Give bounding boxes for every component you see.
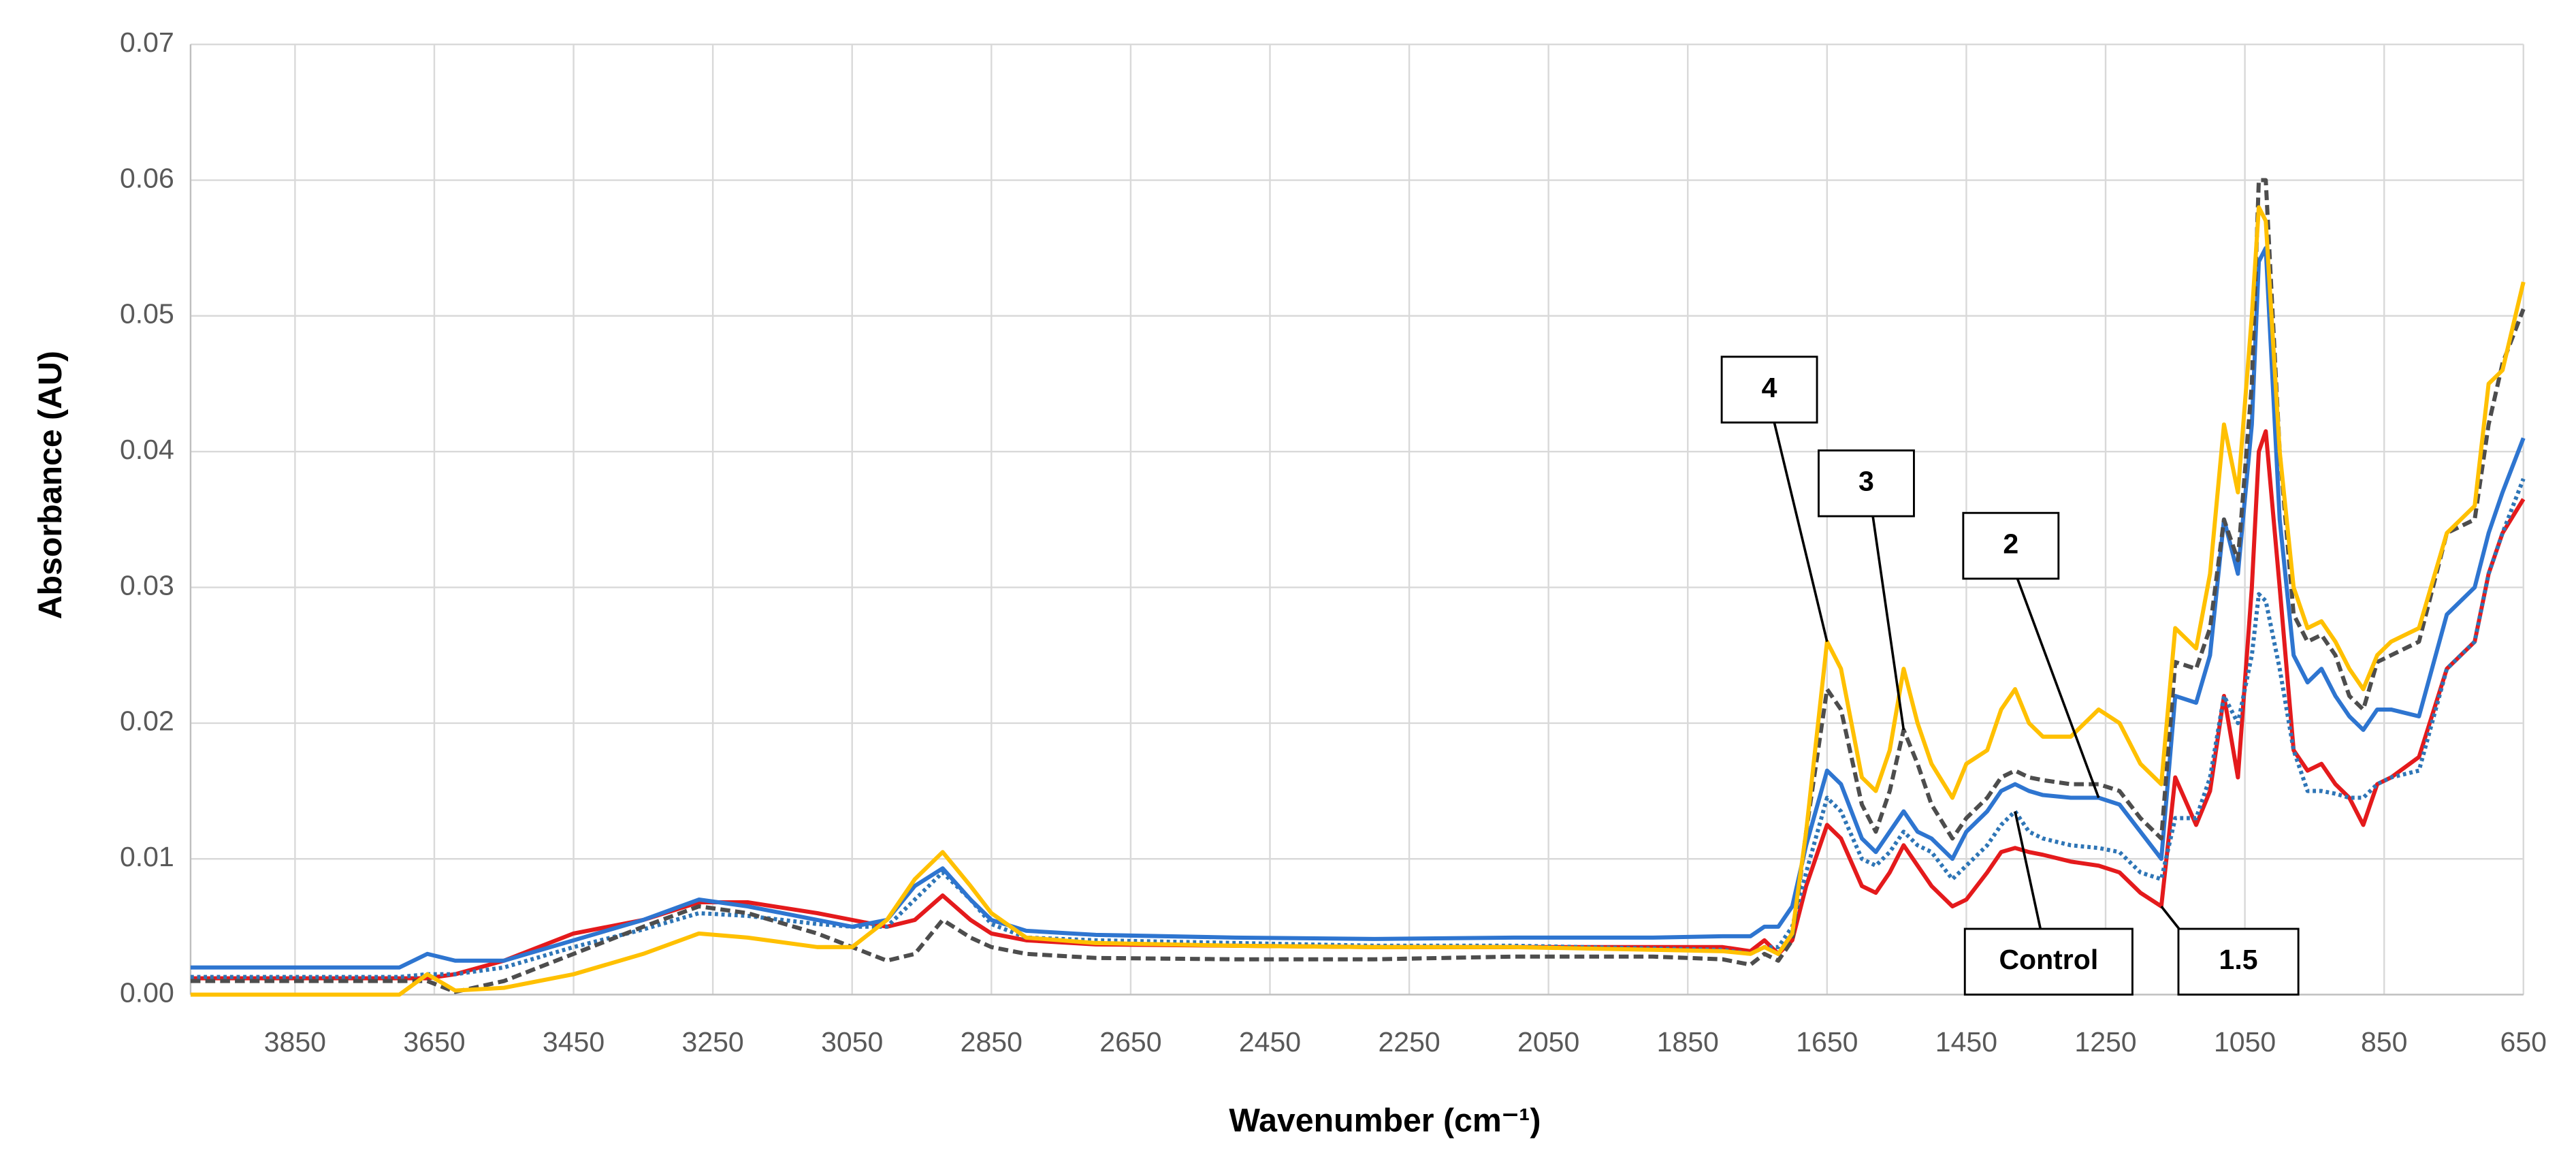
y-tick-label: 0.04 [120,434,174,465]
x-tick-label: 3450 [543,1026,605,1058]
y-tick-label: 0.01 [120,841,174,872]
callout-label: 4 [1762,372,1777,403]
callout-leader [2160,905,2183,933]
y-tick-label: 0.03 [120,569,174,601]
y-axis-title: Absorbance (AU) [32,351,69,619]
callout-leader [1773,422,1829,642]
callout-box [1818,449,1915,518]
callout-box [2177,927,2300,996]
callout-label: Control [1999,944,2098,975]
series-line [190,429,2526,981]
x-tick-label: 2050 [1517,1026,1579,1058]
callout-label: 3 [1858,466,1874,497]
x-tick-label: 2450 [1239,1026,1301,1058]
x-tick-label: 3850 [264,1026,326,1058]
x-tick-label: 850 [2361,1026,2407,1058]
x-axis-title: Wavenumber (cm⁻¹) [1229,1102,1541,1139]
callout-box [1962,511,2060,580]
x-tick-label: 3650 [403,1026,465,1058]
x-tick-label: 3250 [682,1026,744,1058]
callout-label: 2 [2003,528,2018,559]
x-tick-label: 1650 [1796,1026,1858,1058]
callout-leader [1871,515,1905,731]
x-tick-label: 650 [2500,1026,2547,1058]
x-tick-label: 1250 [2074,1026,2136,1058]
x-tick-label: 2650 [1099,1026,1161,1058]
y-tick-label: 0.06 [120,162,174,193]
y-tick-label: 0.00 [120,977,174,1008]
x-tick-label: 2250 [1378,1026,1440,1058]
x-tick-label: 1450 [1935,1026,1997,1058]
x-tick-label: 1850 [1657,1026,1719,1058]
callout-label: 1.5 [2219,944,2258,975]
callout-box [1963,927,2134,996]
series-line [190,246,2526,970]
series-line [190,205,2526,997]
series-line [190,477,2526,979]
y-tick-label: 0.07 [120,27,174,58]
callout-leader [2016,578,2100,799]
callout-box [1720,355,1818,424]
x-tick-label: 2850 [961,1026,1023,1058]
y-tick-label: 0.02 [120,705,174,737]
x-tick-label: 3050 [821,1026,883,1058]
y-tick-label: 0.05 [120,298,174,330]
x-tick-label: 1050 [2214,1026,2276,1058]
callout-leader [2014,811,2042,930]
